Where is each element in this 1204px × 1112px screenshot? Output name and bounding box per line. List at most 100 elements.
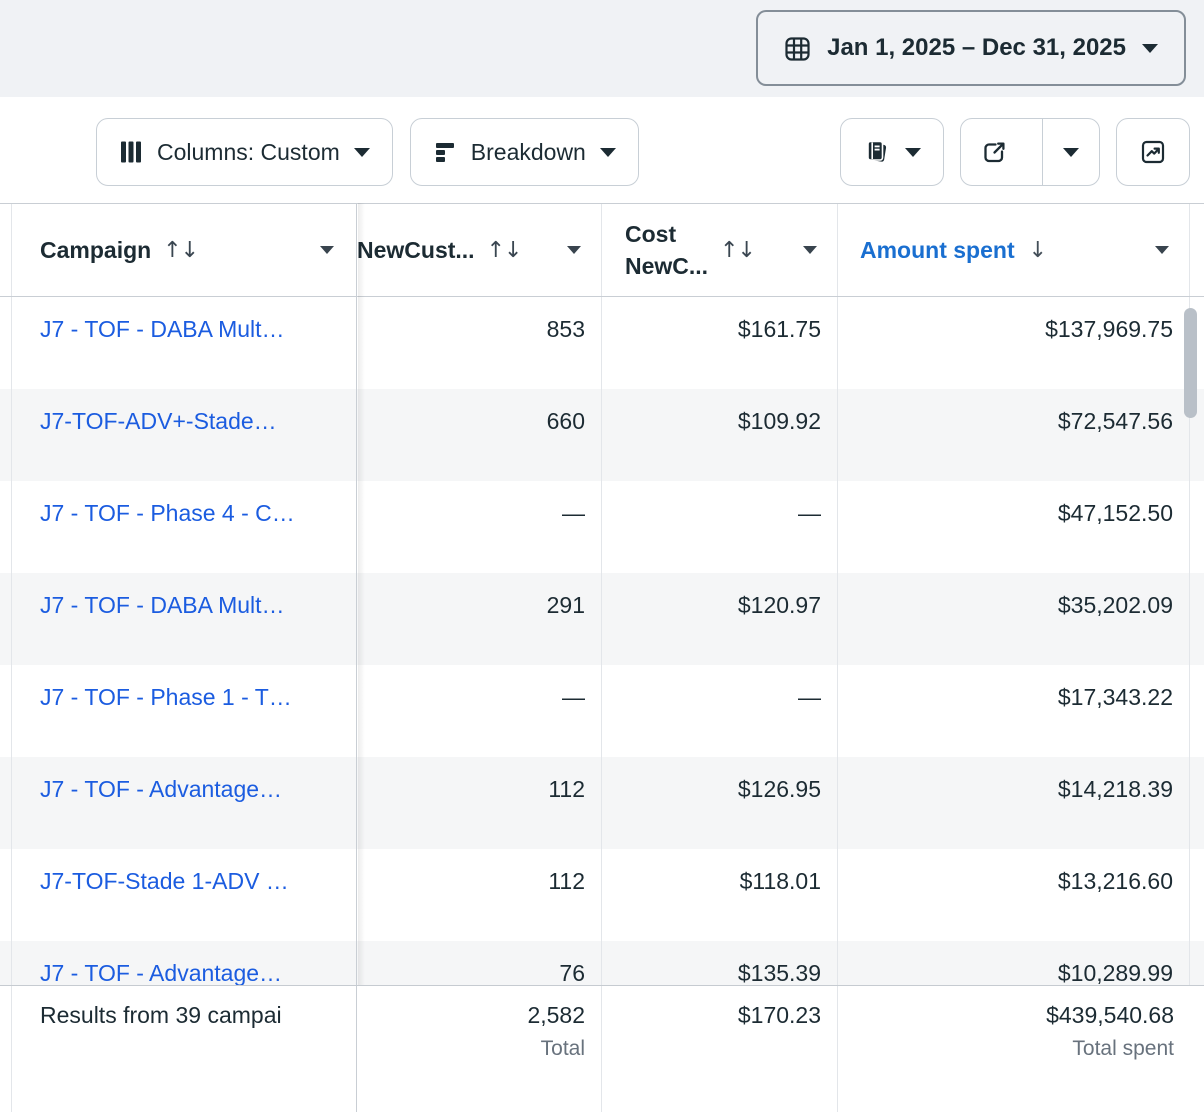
- table-row[interactable]: J7 - TOF - Phase 1 - T… — — $17,343.22: [0, 665, 1204, 757]
- cost-cell: $109.92: [602, 389, 838, 481]
- amount-spent-cell: $14,218.39: [838, 757, 1190, 849]
- new-customers-cell: 112: [357, 849, 602, 941]
- top-bar: Jan 1, 2025 – Dec 31, 2025: [0, 0, 1204, 97]
- sort-both-icon[interactable]: ↑↓: [486, 237, 523, 263]
- columns-icon: [119, 140, 143, 164]
- export-options-button[interactable]: [1042, 119, 1099, 185]
- export-button[interactable]: [961, 119, 1028, 185]
- footer-new-customers-total: 2,582 Total: [357, 986, 602, 1112]
- campaigns-table: Campaign ↑↓ NewCust... ↑↓ Cost NewC... ↑…: [0, 203, 1204, 1112]
- sort-both-icon[interactable]: ↑↓: [163, 237, 199, 263]
- campaign-link[interactable]: J7 - TOF - Advantage…: [40, 776, 283, 802]
- row-gutter-cell: [1190, 941, 1204, 985]
- row-gutter-cell: [1190, 849, 1204, 941]
- campaign-cell: J7 - TOF - DABA Mult…: [12, 297, 357, 389]
- breakdown-icon: [433, 140, 457, 164]
- row-stub-cell: [0, 849, 12, 941]
- columns-button[interactable]: Columns: Custom: [96, 118, 393, 186]
- column-header-campaign[interactable]: Campaign ↑↓: [12, 204, 357, 296]
- breakdown-button[interactable]: Breakdown: [409, 118, 639, 186]
- table-row[interactable]: J7-TOF-ADV+-Stade… 660 $109.92 $72,547.5…: [0, 389, 1204, 481]
- cost-cell: $161.75: [602, 297, 838, 389]
- campaign-cell: J7 - TOF - Advantage…: [12, 941, 357, 985]
- campaign-link[interactable]: J7 - TOF - DABA Mult…: [40, 592, 285, 618]
- chevron-down-icon: [1063, 147, 1079, 157]
- campaign-link[interactable]: J7-TOF-ADV+-Stade…: [40, 408, 277, 434]
- table-row[interactable]: J7 - TOF - DABA Mult… 853 $161.75 $137,9…: [0, 297, 1204, 389]
- campaign-cell: J7-TOF-ADV+-Stade…: [12, 389, 357, 481]
- chevron-down-icon[interactable]: [803, 246, 817, 254]
- table-row[interactable]: J7 - TOF - Phase 4 - C… — — $47,152.50: [0, 481, 1204, 573]
- footer-cost-total: $170.23: [602, 986, 838, 1112]
- chevron-down-icon[interactable]: [320, 246, 334, 254]
- column-header-amount-spent[interactable]: Amount spent ↓: [838, 204, 1190, 296]
- cost-cell: —: [602, 665, 838, 757]
- charts-button[interactable]: [1116, 118, 1190, 186]
- column-header-cost-label: Cost NewC...: [625, 221, 709, 279]
- new-customers-cell: 660: [357, 389, 602, 481]
- chevron-down-icon: [905, 147, 921, 157]
- campaign-link[interactable]: J7-TOF-Stade 1-ADV …: [40, 868, 289, 894]
- amount-spent-cell: $137,969.75: [838, 297, 1190, 389]
- reports-button[interactable]: [840, 118, 944, 186]
- chart-trend-icon: [1139, 138, 1167, 166]
- new-customers-cell: 76: [357, 941, 602, 985]
- column-header-new-customers-label: NewCust...: [357, 236, 475, 263]
- new-customers-cell: 112: [357, 757, 602, 849]
- footer-gutter-cell: [1190, 986, 1204, 1112]
- header-stub-cell: [0, 204, 12, 296]
- row-gutter-cell: [1190, 573, 1204, 665]
- footer-stub-cell: [0, 986, 12, 1112]
- breakdown-button-label: Breakdown: [470, 138, 586, 165]
- amount-spent-cell: $10,289.99: [838, 941, 1190, 985]
- chevron-down-icon[interactable]: [1155, 246, 1169, 254]
- campaign-link[interactable]: J7 - TOF - Advantage…: [40, 960, 283, 985]
- table-row[interactable]: J7-TOF-Stade 1-ADV … 112 $118.01 $13,216…: [0, 849, 1204, 941]
- row-stub-cell: [0, 389, 12, 481]
- cost-cell: $120.97: [602, 573, 838, 665]
- amount-spent-cell: $17,343.22: [838, 665, 1190, 757]
- cost-cell: $126.95: [602, 757, 838, 849]
- footer-amount-spent-total-label: Total spent: [1072, 1037, 1174, 1060]
- new-customers-cell: 853: [357, 297, 602, 389]
- footer-summary: Results from 39 campai: [12, 986, 357, 1112]
- date-range-button[interactable]: Jan 1, 2025 – Dec 31, 2025: [756, 10, 1186, 86]
- amount-spent-cell: $47,152.50: [838, 481, 1190, 573]
- sort-descending-icon[interactable]: ↓: [1028, 237, 1047, 263]
- column-header-new-customers[interactable]: NewCust... ↑↓: [357, 204, 602, 296]
- column-header-cost[interactable]: Cost NewC... ↑↓: [602, 204, 838, 296]
- calendar-icon: [784, 35, 811, 62]
- campaign-link[interactable]: J7 - TOF - Phase 4 - C…: [40, 500, 295, 526]
- vertical-scrollbar-thumb[interactable]: [1184, 308, 1197, 418]
- table-row[interactable]: J7 - TOF - Advantage… 112 $126.95 $14,21…: [0, 757, 1204, 849]
- chevron-down-icon: [353, 147, 370, 157]
- row-gutter-cell: [1190, 665, 1204, 757]
- table-body: J7 - TOF - DABA Mult… 853 $161.75 $137,9…: [0, 297, 1204, 985]
- footer-amount-spent-total: $439,540.68 Total spent: [838, 986, 1190, 1112]
- row-stub-cell: [0, 297, 12, 389]
- table-header-row: Campaign ↑↓ NewCust... ↑↓ Cost NewC... ↑…: [0, 203, 1204, 297]
- chevron-down-icon: [1142, 43, 1158, 53]
- campaign-cell: J7 - TOF - DABA Mult…: [12, 573, 357, 665]
- date-range-label: Jan 1, 2025 – Dec 31, 2025: [827, 34, 1126, 61]
- campaign-link[interactable]: J7 - TOF - Phase 1 - T…: [40, 684, 292, 710]
- table-row[interactable]: J7 - TOF - Advantage… 76 $135.39 $10,289…: [0, 941, 1204, 985]
- chevron-down-icon[interactable]: [567, 246, 581, 254]
- amount-spent-cell: $13,216.60: [838, 849, 1190, 941]
- toolbar: Columns: Custom Breakdown: [0, 97, 1204, 203]
- campaign-cell: J7 - TOF - Phase 4 - C…: [12, 481, 357, 573]
- export-icon: [981, 139, 1008, 166]
- table-row[interactable]: J7 - TOF - DABA Mult… 291 $120.97 $35,20…: [0, 573, 1204, 665]
- row-stub-cell: [0, 757, 12, 849]
- row-gutter-cell: [1190, 481, 1204, 573]
- reports-icon: [863, 138, 891, 166]
- cost-cell: —: [602, 481, 838, 573]
- footer-new-customers-total-label: Total: [540, 1037, 585, 1060]
- table-footer-row: Results from 39 campai 2,582 Total $170.…: [0, 985, 1204, 1112]
- row-stub-cell: [0, 665, 12, 757]
- campaign-cell: J7 - TOF - Advantage…: [12, 757, 357, 849]
- sort-both-icon[interactable]: ↑↓: [720, 237, 756, 263]
- amount-spent-cell: $72,547.56: [838, 389, 1190, 481]
- header-gutter-cell: [1190, 204, 1204, 296]
- campaign-link[interactable]: J7 - TOF - DABA Mult…: [40, 316, 285, 342]
